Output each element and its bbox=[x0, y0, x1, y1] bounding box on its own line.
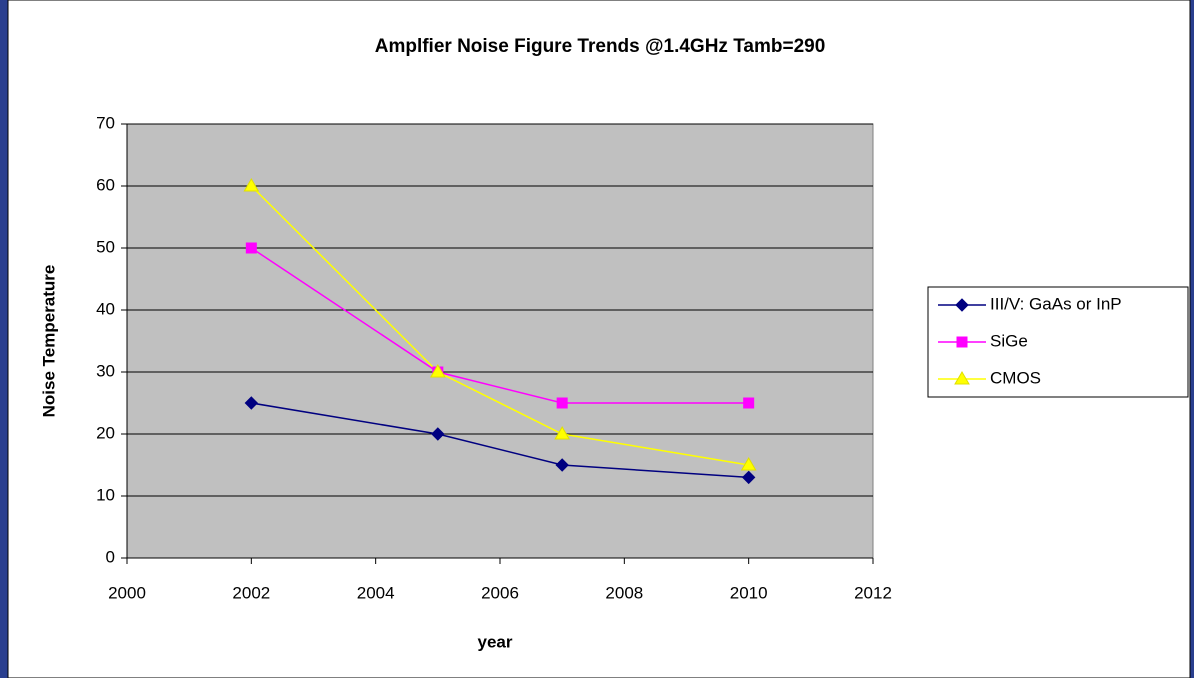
legend-label: SiGe bbox=[990, 331, 1028, 350]
y-tick-label: 50 bbox=[96, 237, 115, 256]
x-tick-label: 2012 bbox=[854, 583, 892, 602]
data-point bbox=[555, 458, 569, 472]
legend-marker bbox=[956, 336, 968, 348]
y-tick-label: 10 bbox=[96, 485, 115, 504]
series-line bbox=[250, 247, 749, 404]
x-tick-label: 2002 bbox=[232, 583, 270, 602]
data-point bbox=[244, 396, 259, 410]
legend-label: III/V: GaAs or InP bbox=[990, 294, 1122, 313]
x-tick-label: 2006 bbox=[481, 583, 519, 602]
data-point bbox=[743, 397, 755, 409]
y-tick-label: 40 bbox=[96, 299, 115, 318]
x-tick-label: 2004 bbox=[357, 583, 395, 602]
data-point bbox=[429, 364, 446, 378]
y-tick-label: 30 bbox=[96, 361, 115, 380]
data-point bbox=[431, 427, 445, 441]
data-point bbox=[243, 178, 260, 192]
y-tick-label: 70 bbox=[96, 113, 115, 132]
y-tick-label: 20 bbox=[96, 423, 115, 442]
data-point bbox=[741, 470, 756, 485]
plot-area bbox=[126, 123, 874, 559]
data-point bbox=[245, 242, 257, 254]
y-tick-label: 60 bbox=[96, 175, 115, 194]
x-tick-label: 2008 bbox=[605, 583, 643, 602]
legend-marker bbox=[954, 371, 970, 385]
data-point bbox=[556, 397, 568, 409]
legend-marker bbox=[955, 298, 969, 312]
y-axis-label: Noise Temperature bbox=[39, 265, 58, 418]
y-tick-label: 0 bbox=[106, 547, 115, 566]
x-tick-label: 2000 bbox=[108, 583, 146, 602]
series-line bbox=[251, 402, 749, 479]
x-tick-label: 2010 bbox=[730, 583, 768, 602]
series-line bbox=[250, 185, 749, 466]
legend-label: CMOS bbox=[990, 368, 1041, 387]
x-axis-label: year bbox=[478, 632, 513, 651]
chart-title: Amplfier Noise Figure Trends @1.4GHz Tam… bbox=[375, 36, 826, 57]
data-point bbox=[554, 426, 571, 440]
data-point bbox=[740, 457, 757, 471]
